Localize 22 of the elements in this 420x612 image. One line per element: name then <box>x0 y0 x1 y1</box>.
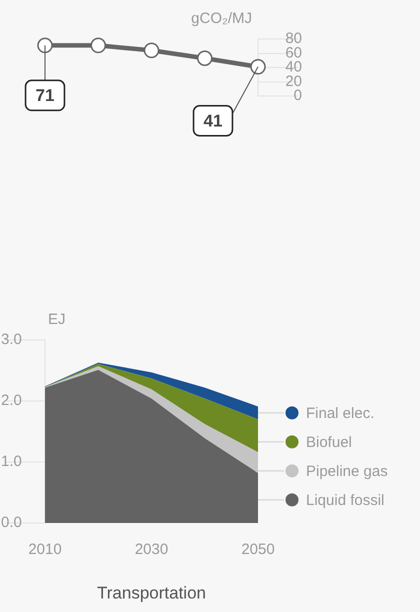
point <box>37 38 53 54</box>
y-tick-label: 3.0 <box>1 331 22 348</box>
y-tick-label: 1.0 <box>1 453 22 470</box>
point <box>90 38 106 54</box>
data-label: 71 <box>36 86 54 106</box>
x-tick-label: 2030 <box>134 541 168 558</box>
x-tick-label: 2010 <box>28 541 62 558</box>
legend-label: Pipeline gas <box>306 463 388 480</box>
point <box>144 42 160 58</box>
legend-label: Liquid fossil <box>306 492 384 510</box>
x-tick-label: 2050 <box>241 541 275 558</box>
x-axis-title: Transportation <box>97 583 206 602</box>
legend-label: Biofuel <box>306 434 352 452</box>
point <box>197 50 212 66</box>
point <box>250 59 266 75</box>
y-axis-title: gCO₂/MJ <box>191 10 252 28</box>
data-label: 41 <box>204 111 222 130</box>
y-tick-label: 0.0 <box>1 514 22 532</box>
y-tick-label: 2.0 <box>1 392 22 410</box>
y-axis-title: EJ <box>48 311 66 328</box>
y-tick-label: 0 <box>294 87 302 104</box>
legend-label: Final elec. <box>306 405 374 422</box>
